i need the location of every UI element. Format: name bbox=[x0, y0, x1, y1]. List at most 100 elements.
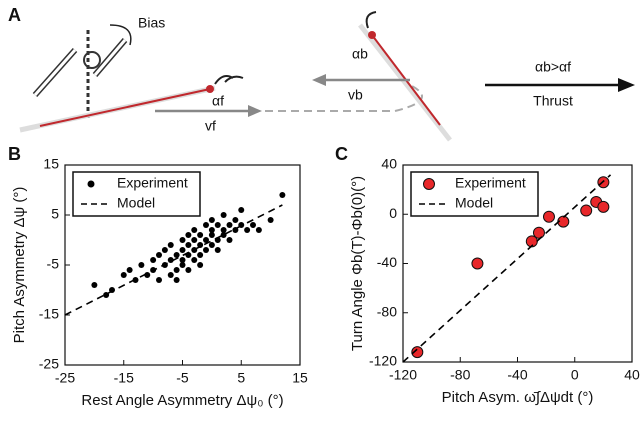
data-point bbox=[161, 247, 168, 253]
data-point bbox=[203, 222, 209, 228]
data-point bbox=[214, 222, 221, 228]
y-axis-label: Pitch Asymmetry Δψ (°) bbox=[11, 187, 28, 344]
data-point bbox=[208, 227, 215, 233]
data-point bbox=[197, 232, 204, 238]
arrowhead bbox=[312, 74, 326, 86]
data-point bbox=[191, 237, 198, 243]
legend-swatch bbox=[423, 178, 435, 190]
fish bbox=[39, 88, 211, 127]
data-point bbox=[185, 232, 192, 238]
diagram-label: Bias bbox=[138, 15, 165, 31]
data-point bbox=[208, 232, 215, 238]
diagram-label: αf bbox=[212, 93, 224, 109]
y-tick-label: 40 bbox=[381, 156, 397, 172]
data-point bbox=[120, 272, 127, 278]
data-point bbox=[244, 227, 251, 233]
data-point bbox=[220, 212, 227, 218]
data-point bbox=[91, 282, 98, 288]
data-point bbox=[185, 242, 192, 248]
data-point bbox=[173, 267, 180, 273]
legend-label: Experiment bbox=[455, 175, 526, 191]
data-point bbox=[255, 227, 262, 233]
y-tick-label: -5 bbox=[47, 256, 60, 272]
data-point bbox=[203, 237, 209, 243]
legend-label: Model bbox=[117, 195, 155, 211]
fish-head bbox=[206, 85, 214, 93]
panel-label: B bbox=[8, 144, 21, 164]
y-tick-label: -120 bbox=[369, 353, 397, 369]
diagram-label: αb bbox=[352, 46, 368, 62]
arrowhead bbox=[618, 78, 635, 92]
data-point bbox=[150, 257, 157, 263]
legend bbox=[72, 171, 201, 217]
data-point bbox=[597, 200, 610, 213]
data-point bbox=[580, 204, 593, 217]
data-point bbox=[167, 242, 174, 248]
y-tick-label: -80 bbox=[377, 303, 397, 319]
panel-label: A bbox=[8, 5, 21, 25]
fish-head bbox=[368, 31, 376, 39]
x-tick-label: -40 bbox=[507, 367, 527, 383]
data-point bbox=[238, 207, 245, 213]
fish-fin bbox=[214, 75, 244, 85]
bladder bbox=[83, 51, 101, 69]
data-point bbox=[226, 222, 233, 228]
x-axis-label: Pitch Asym. ω̄∫Δψdt (°) bbox=[442, 389, 594, 406]
y-tick-label: 0 bbox=[389, 205, 397, 221]
x-tick-label: 5 bbox=[237, 370, 245, 386]
y-axis-label: Turn Angle Φb(T)-Φb(0)(°) bbox=[349, 176, 366, 351]
data-point bbox=[532, 226, 545, 239]
data-point bbox=[126, 267, 133, 273]
data-point bbox=[214, 247, 221, 253]
x-tick-label: -120 bbox=[389, 367, 417, 383]
data-point bbox=[156, 277, 162, 283]
data-point bbox=[232, 217, 239, 223]
body bbox=[93, 39, 127, 76]
data-point bbox=[203, 247, 209, 253]
fish-fin bbox=[365, 11, 377, 29]
diagram bbox=[19, 11, 635, 142]
data-point bbox=[267, 217, 274, 223]
data-point bbox=[226, 237, 233, 243]
diagram-label: Thrust bbox=[533, 93, 573, 109]
data-point bbox=[179, 257, 186, 263]
data-point bbox=[103, 292, 110, 298]
data-point bbox=[471, 257, 484, 270]
y-tick-label: -40 bbox=[377, 254, 397, 270]
y-tick-label: -25 bbox=[39, 356, 59, 372]
data-point bbox=[138, 262, 145, 268]
x-tick-label: -80 bbox=[450, 367, 470, 383]
data-point bbox=[197, 252, 204, 258]
model-line bbox=[64, 204, 283, 316]
x-tick-label: -5 bbox=[176, 370, 189, 386]
x-tick-label: -25 bbox=[55, 370, 75, 386]
diagram-label: vb bbox=[348, 87, 363, 103]
x-tick-label: 15 bbox=[292, 370, 308, 386]
arrow bbox=[109, 24, 132, 46]
model-line bbox=[402, 174, 612, 363]
x-tick-label: 40 bbox=[624, 367, 640, 383]
data-point bbox=[220, 227, 227, 233]
data-point bbox=[167, 257, 174, 263]
arrowhead bbox=[248, 105, 262, 117]
data-point bbox=[411, 346, 424, 359]
data-point bbox=[220, 232, 227, 238]
body bbox=[33, 49, 77, 96]
legend-swatch bbox=[87, 180, 95, 188]
data-point bbox=[173, 277, 180, 283]
data-point bbox=[185, 267, 192, 273]
legend-label: Experiment bbox=[117, 175, 188, 191]
data-point bbox=[156, 252, 162, 258]
y-tick-label: -15 bbox=[39, 306, 59, 322]
data-point bbox=[191, 227, 198, 233]
data-point bbox=[173, 252, 180, 258]
y-tick-label: 15 bbox=[43, 156, 59, 172]
x-tick-label: -15 bbox=[114, 370, 134, 386]
x-tick-label: 0 bbox=[571, 367, 579, 383]
data-point bbox=[208, 242, 215, 248]
data-point bbox=[197, 262, 204, 268]
data-point bbox=[179, 247, 186, 253]
data-point bbox=[542, 210, 555, 223]
data-point bbox=[179, 262, 186, 268]
